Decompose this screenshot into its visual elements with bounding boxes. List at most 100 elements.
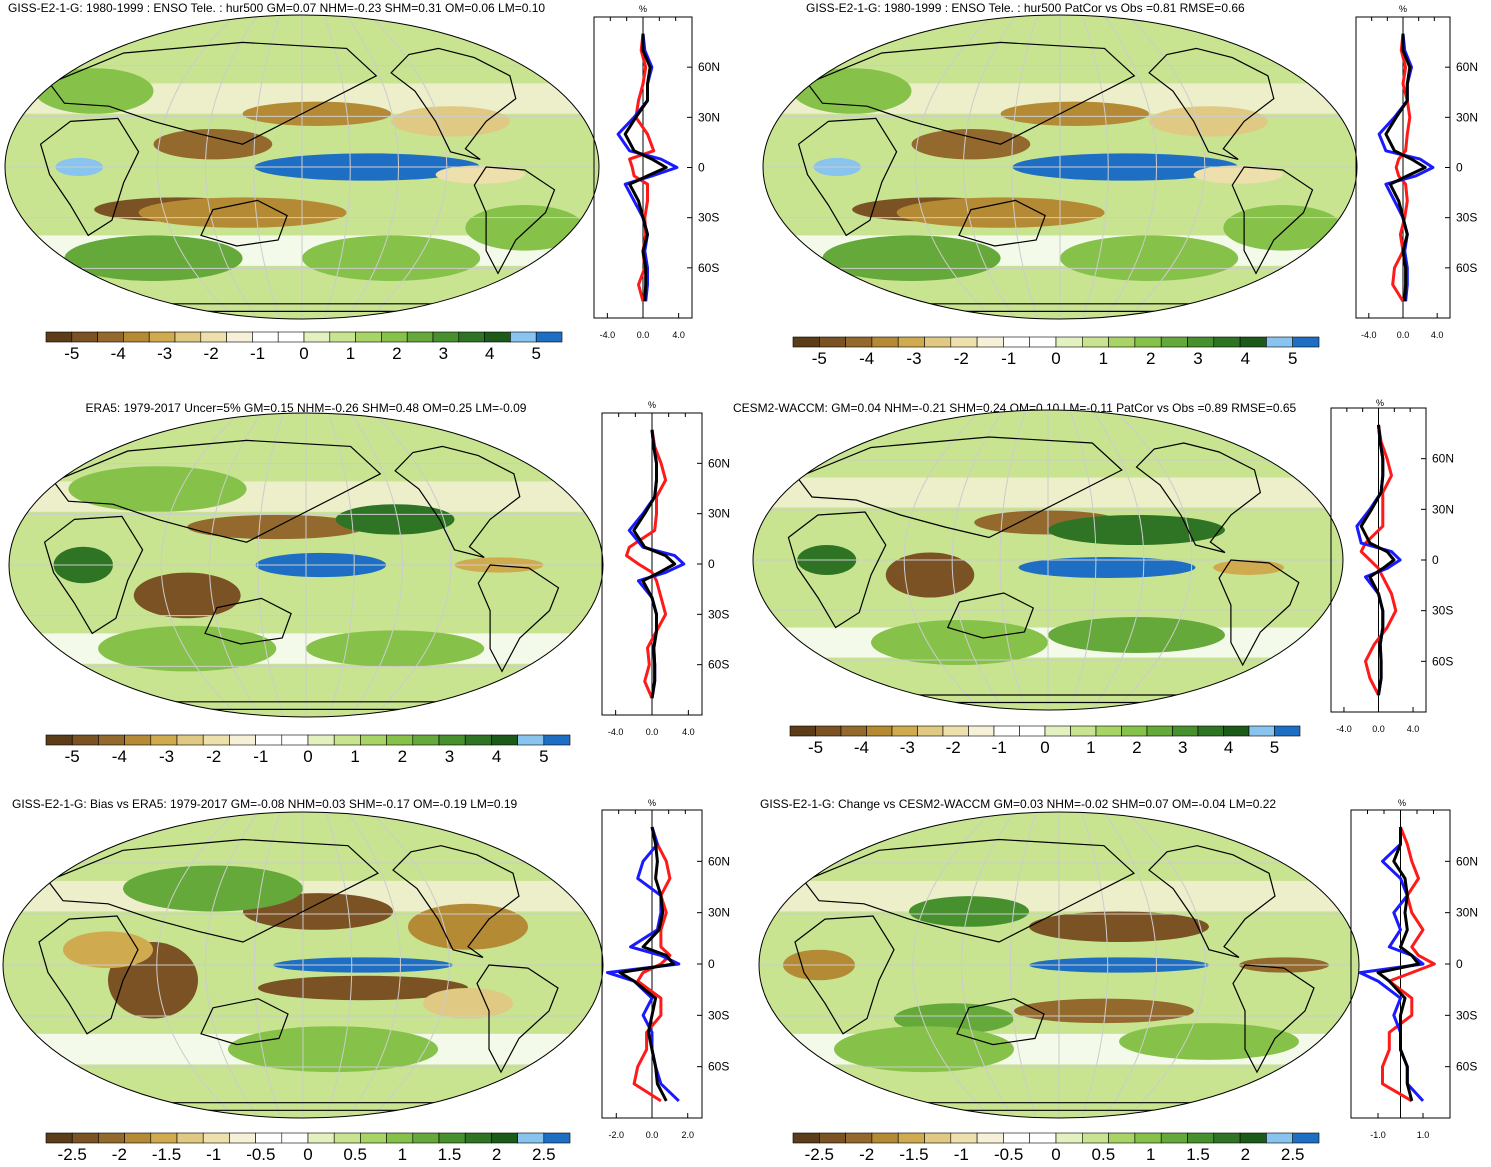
y-tick-label: 30S: [698, 211, 719, 225]
continent-outline: [1232, 964, 1315, 1074]
colorbar-label: 0: [1051, 1145, 1060, 1164]
anomaly-region: [834, 1026, 1014, 1073]
colorbar-label: -1.5: [152, 1145, 181, 1164]
colorbar-label: 4: [1241, 349, 1250, 368]
panel-title: GISS-E2-1-G: Change vs CESM2-WACCM GM=0.…: [760, 797, 1276, 811]
continent-outline: [477, 564, 560, 673]
continent-outline: [803, 838, 1136, 943]
colorbar-label: 0: [1040, 738, 1049, 757]
anomaly-region: [1119, 1023, 1299, 1060]
colorbar-swatch: [517, 734, 545, 746]
colorbar-swatch: [333, 734, 361, 746]
y-tick-label: 60N: [708, 854, 730, 868]
map: [762, 14, 1358, 320]
zonal-mean-plot: % 60N 30N 0 30S 60S -4.0 0.0 4.0: [1355, 4, 1478, 340]
panel-title: CESM2-WACCM: GM=0.04 NHM=-0.21 SHM=0.24 …: [733, 401, 1297, 415]
continent-outline: [39, 117, 140, 237]
x-tick-label: 0.0: [1397, 330, 1410, 340]
colorbar-swatch: [412, 734, 440, 746]
graticule-line: [323, 15, 351, 319]
anomaly-region: [896, 197, 1105, 228]
colorbar-swatch: [229, 734, 256, 746]
colorbar-label: 1.5: [1186, 1145, 1210, 1164]
y-tick-label: 0: [1456, 161, 1463, 175]
anomaly-region: [98, 625, 277, 672]
y-tick-label: 30S: [708, 607, 729, 621]
colorbar-swatch: [1044, 725, 1071, 737]
colorbar-swatch: [226, 331, 253, 343]
anomaly-region: [133, 572, 241, 619]
colorbar-label: -2: [946, 738, 961, 757]
colorbar: -5 -4 -3 -2 -1 0 1 2 3 4 5: [45, 734, 571, 766]
colorbar-swatch: [386, 734, 414, 746]
colorbar-label: 3: [445, 747, 454, 766]
colorbar-swatch: [818, 1132, 846, 1144]
colorbar-label: 0.5: [1092, 1145, 1116, 1164]
anomaly-region: [64, 235, 243, 281]
colorbar-swatch: [924, 1132, 952, 1144]
colorbar-label: 4: [485, 344, 494, 363]
colorbar-label: -4: [859, 349, 874, 368]
graticule-line: [370, 812, 450, 1118]
colorbar: -2.5 -2 -1.5 -1 -0.5 0 0.5 1 1.5 2 2.5: [45, 1132, 571, 1164]
colorbar-label: 1.5: [438, 1145, 462, 1164]
colorbar-label: 1: [346, 344, 355, 363]
x-tick-label: 0.0: [1372, 724, 1385, 734]
colorbar-label: 5: [539, 747, 548, 766]
colorbar-swatch: [871, 336, 899, 348]
colorbar-label: -2: [859, 1145, 874, 1164]
series-line-black: [623, 33, 668, 302]
colorbar-swatch: [1029, 1132, 1057, 1144]
colorbar-label: 2: [398, 747, 407, 766]
colorbar-label: -2.5: [805, 1145, 834, 1164]
colorbar-swatch: [98, 1132, 125, 1144]
colorbar-swatch: [1213, 1132, 1241, 1144]
colorbar-swatch: [792, 1132, 820, 1144]
anomaly-region: [1149, 106, 1268, 137]
y-tick-label: 60S: [1456, 261, 1477, 275]
colorbar: -5 -4 -3 -2 -1 0 1 2 3 4 5: [789, 725, 1301, 757]
colorbar-swatch: [71, 734, 99, 746]
colorbar-swatch: [510, 331, 537, 343]
colorbar-swatch: [818, 336, 846, 348]
colorbar-swatch: [200, 331, 227, 343]
y-tick-label: 60S: [1432, 654, 1453, 668]
graticule-line: [156, 812, 236, 1118]
colorbar-swatch: [845, 336, 873, 348]
colorbar-swatch: [1274, 725, 1301, 737]
continent-outline: [476, 964, 559, 1074]
panel-6: GISS-E2-1-G: Change vs CESM2-WACCM GM=0.…: [758, 797, 1478, 1164]
colorbar-swatch: [71, 331, 98, 343]
y-tick-label: 0: [1432, 553, 1439, 567]
continent-outline: [1148, 845, 1276, 958]
panel-4: CESM2-WACCM: GM=0.04 NHM=-0.21 SHM=0.24 …: [733, 398, 1454, 757]
colorbar-label: 4: [1224, 738, 1233, 757]
anomaly-region: [1223, 205, 1343, 251]
colorbar-swatch: [1108, 1132, 1136, 1144]
y-tick-label: 30S: [1456, 1008, 1477, 1022]
graticule-line: [914, 15, 994, 319]
map: [752, 409, 1344, 711]
x-tick-label: 1.0: [1417, 1130, 1430, 1140]
colorbar-swatch: [229, 1132, 256, 1144]
colorbar-swatch: [438, 734, 466, 746]
panel-title: GISS-E2-1-G: Bias vs ERA5: 1979-2017 GM=…: [12, 797, 518, 811]
graticule-line: [1114, 410, 1193, 710]
colorbar-swatch: [897, 336, 925, 348]
colorbar-swatch: [792, 336, 820, 348]
series-line-black: [1359, 424, 1396, 696]
x-tick-label: 0.0: [646, 727, 659, 737]
zonal-unit: %: [648, 400, 656, 410]
colorbar-swatch: [976, 336, 1004, 348]
colorbar-swatch: [381, 331, 408, 343]
x-tick-label: 4.0: [672, 330, 685, 340]
colorbar-swatch: [438, 1132, 466, 1144]
y-tick-label: 0: [698, 161, 705, 175]
colorbar-swatch: [1197, 725, 1224, 737]
colorbar-swatch: [517, 1132, 545, 1144]
colorbar-label: -2.5: [58, 1145, 87, 1164]
continent-outline: [390, 47, 517, 160]
panel-3: ERA5: 1979-2017 Uncer=5% GM=0.15 NHM=-0.…: [8, 400, 730, 766]
anomaly-region: [258, 975, 468, 1001]
graticule-line: [951, 410, 1005, 710]
